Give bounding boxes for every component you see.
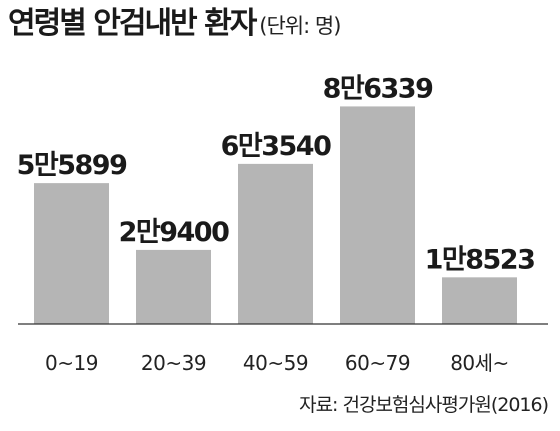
- chart-unit: (단위: 명): [259, 14, 341, 38]
- data-label-1: 2만9400: [119, 217, 229, 248]
- bar-0: [34, 183, 109, 324]
- source-note: 자료: 건강보험심사평가원(2016): [299, 394, 549, 416]
- x-tick-label-4: 80세~: [450, 351, 509, 375]
- x-tick-label-2: 40~59: [243, 351, 308, 375]
- chart-title: 연령별 안검내반 환자: [8, 6, 257, 41]
- data-label-3: 8만6339: [323, 73, 433, 104]
- bar-3: [340, 106, 415, 324]
- x-tick-label-3: 60~79: [345, 351, 410, 375]
- bar-2: [238, 163, 313, 324]
- x-tick-label-1: 20~39: [141, 351, 206, 375]
- data-label-2: 6만3540: [221, 131, 331, 162]
- chart-header: 연령별 안검내반 환자 (단위: 명): [8, 0, 341, 48]
- data-label-4: 1만8523: [425, 244, 535, 275]
- x-tick-label-0: 0~19: [45, 351, 98, 375]
- data-label-0: 5만5899: [17, 150, 127, 181]
- bar-4: [442, 277, 517, 324]
- bar-1: [136, 249, 211, 324]
